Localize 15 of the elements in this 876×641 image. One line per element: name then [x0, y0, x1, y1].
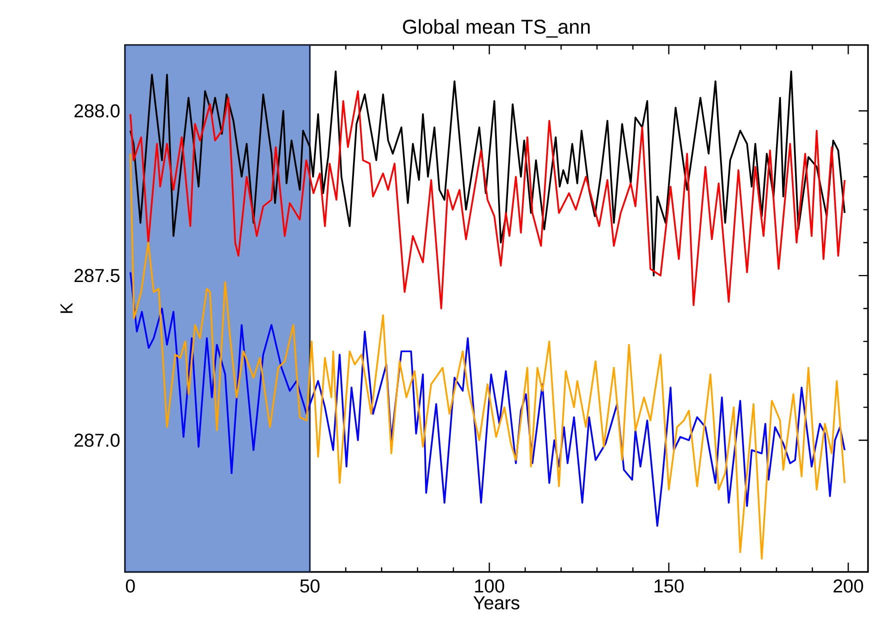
line-series: [130, 271, 846, 527]
chart-title: Global mean TS_ann: [403, 19, 590, 38]
x-tick-label: 50: [300, 579, 320, 593]
x-axis-title: Years: [473, 596, 520, 610]
line-series: [130, 152, 846, 560]
y-tick-label: 287.0: [74, 434, 120, 447]
line-series: [130, 90, 846, 310]
line-series: [130, 70, 846, 276]
x-tick-label: 150: [654, 579, 684, 593]
y-tick-label: 287.5: [74, 268, 120, 282]
y-tick-label: 288.0: [74, 104, 120, 118]
x-tick-label: 100: [475, 579, 504, 593]
x-tick-label: 0: [126, 579, 135, 593]
y-axis-title: K: [60, 302, 72, 313]
x-tick-label: 200: [834, 579, 864, 593]
